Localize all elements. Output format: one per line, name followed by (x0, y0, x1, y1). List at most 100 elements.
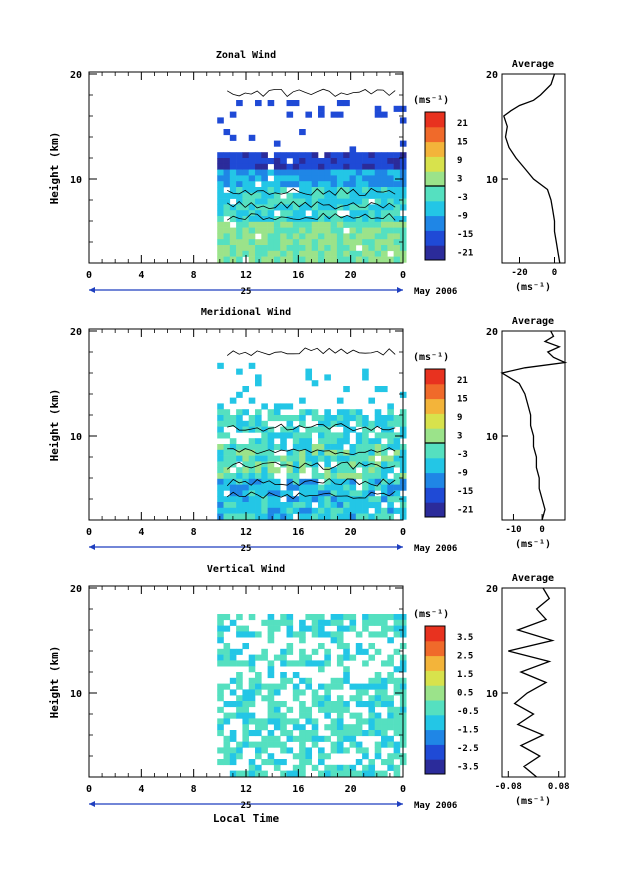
heatmap-cell (280, 256, 287, 263)
heatmap-cell (318, 496, 325, 503)
heatmap-cell (286, 677, 294, 684)
heatmap-cell (305, 484, 313, 491)
heatmap-cell (343, 455, 350, 462)
heatmap-cell (286, 198, 294, 205)
x-axis-label: Local Time (213, 812, 280, 825)
x-tick-label: 12 (240, 527, 252, 538)
heatmap-cell (318, 770, 325, 777)
heatmap-cell (273, 256, 281, 263)
average-frame (501, 587, 566, 778)
heatmap-cell (387, 701, 394, 708)
heatmap-cell (242, 741, 250, 748)
heatmap-cell (362, 432, 369, 439)
heatmap-cell (217, 152, 224, 159)
heatmap-cell (255, 689, 262, 696)
heatmap-cell (343, 233, 350, 240)
heatmap-cell (305, 175, 313, 182)
heatmap-cell (223, 741, 231, 748)
heatmap-cell (261, 455, 268, 462)
heatmap-cell (236, 239, 243, 246)
heatmap-cell (387, 198, 394, 205)
heatmap-cell (280, 677, 287, 684)
heatmap-cell (311, 473, 319, 480)
heatmap-cell (355, 250, 363, 257)
heatmap-cell (368, 250, 376, 257)
heatmap-cell (273, 250, 281, 257)
heatmap-cell (349, 683, 357, 690)
heatmap-cell (261, 619, 268, 626)
x-tick-label: 20 (345, 270, 357, 281)
heatmap-cell (248, 152, 256, 159)
heatmap-cell (280, 432, 287, 439)
heatmap-cell (330, 111, 338, 118)
heatmap-cell (255, 631, 262, 638)
heatmap-cell (299, 210, 306, 217)
heatmap-cell (223, 169, 231, 176)
heatmap-cell (336, 169, 344, 176)
heatmap-cell (343, 730, 350, 737)
heatmap-cell (292, 455, 300, 462)
heatmap-cell (236, 712, 243, 719)
heatmap-cell (286, 415, 294, 422)
heatmap-cell (381, 619, 388, 626)
heatmap-cell (368, 631, 376, 638)
heatmap-cell (311, 210, 319, 217)
colorbar-segment (425, 744, 445, 760)
heatmap-cell (387, 614, 394, 621)
month-label: May 2006 (414, 544, 457, 554)
heatmap-cell (324, 753, 331, 760)
heatmap-cell (229, 484, 237, 491)
heatmap-cell (381, 496, 388, 503)
heatmap-cell (336, 706, 344, 713)
heatmap-cell (349, 449, 357, 456)
heatmap-cell (248, 163, 256, 170)
heatmap-cell (324, 158, 331, 165)
heatmap-cell (330, 473, 338, 480)
heatmap-cell (286, 648, 294, 655)
heatmap-cell (305, 426, 313, 433)
heatmap-cell (336, 712, 344, 719)
heatmap-cell (318, 250, 325, 257)
heatmap-cell (336, 747, 344, 754)
heatmap-cell (305, 507, 313, 514)
heatmap-cell (242, 718, 250, 725)
heatmap-cell (343, 672, 350, 679)
heatmap-cell (248, 683, 256, 690)
heatmap-cell (255, 374, 262, 381)
heatmap-cell (318, 210, 325, 217)
heatmap-cell (273, 233, 281, 240)
heatmap-cell (273, 415, 281, 422)
contour-line (227, 447, 396, 456)
x-tick-label: 0 (400, 784, 406, 795)
heatmap-cell (324, 374, 331, 381)
heatmap-cell (318, 643, 325, 650)
heatmap-cell (280, 614, 287, 621)
heatmap-cell (387, 420, 394, 427)
x-tick-label: 16 (292, 527, 304, 538)
heatmap-cell (299, 409, 306, 416)
colorbar-segment (425, 230, 445, 246)
heatmap-cell (330, 478, 338, 485)
x-tick-label: 4 (138, 270, 144, 281)
heatmap-cell (311, 695, 319, 702)
heatmap-cell (299, 175, 306, 182)
heatmap-cell (261, 175, 268, 182)
average-y-tick-label: 20 (486, 70, 498, 81)
heatmap-cell (229, 163, 237, 170)
heatmap-cell (217, 730, 224, 737)
heatmap-cell (217, 181, 224, 188)
heatmap-cell (393, 724, 401, 731)
x-tick-label: 8 (191, 270, 197, 281)
x-tick-label: 4 (138, 784, 144, 795)
heatmap-cell (362, 426, 369, 433)
heatmap-cell (362, 415, 369, 422)
heatmap-cell (280, 221, 287, 228)
heatmap-cell (248, 677, 256, 684)
heatmap-cell (393, 490, 401, 497)
average-title: Average (512, 59, 554, 70)
heatmap-cell (236, 631, 243, 638)
heatmap-cell (387, 158, 394, 165)
heatmap-cell (261, 490, 268, 497)
heatmap-cell (229, 747, 237, 754)
date-span-arrow (397, 287, 403, 293)
